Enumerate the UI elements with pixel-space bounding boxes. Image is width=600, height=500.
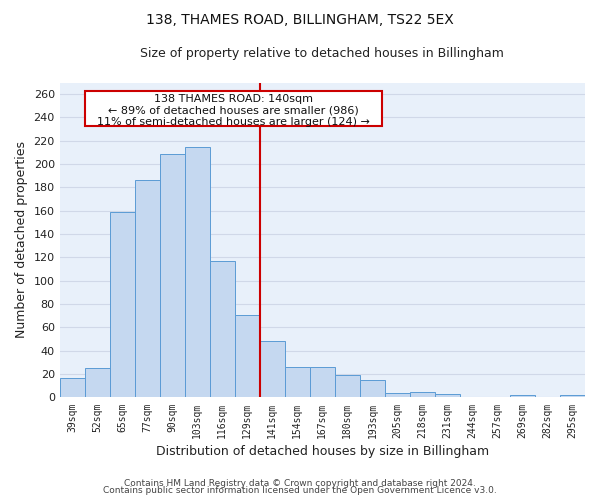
- Bar: [435, 394, 460, 398]
- Bar: [360, 380, 385, 398]
- Bar: [59, 378, 85, 398]
- Bar: [110, 212, 135, 398]
- Bar: [210, 261, 235, 398]
- Text: 138 THAMES ROAD: 140sqm: 138 THAMES ROAD: 140sqm: [154, 94, 313, 104]
- Bar: [135, 180, 160, 398]
- Text: ← 89% of detached houses are smaller (986): ← 89% of detached houses are smaller (98…: [108, 106, 359, 116]
- Bar: [560, 395, 585, 398]
- Bar: [510, 395, 535, 398]
- Bar: [410, 392, 435, 398]
- Bar: [385, 393, 410, 398]
- Text: Contains public sector information licensed under the Open Government Licence v3: Contains public sector information licen…: [103, 486, 497, 495]
- Bar: [285, 367, 310, 398]
- Text: Contains HM Land Registry data © Crown copyright and database right 2024.: Contains HM Land Registry data © Crown c…: [124, 478, 476, 488]
- Bar: [85, 368, 110, 398]
- Bar: [85, 90, 382, 126]
- Title: Size of property relative to detached houses in Billingham: Size of property relative to detached ho…: [140, 48, 504, 60]
- Text: 11% of semi-detached houses are larger (124) →: 11% of semi-detached houses are larger (…: [97, 118, 370, 128]
- Bar: [235, 314, 260, 398]
- Text: 138, THAMES ROAD, BILLINGHAM, TS22 5EX: 138, THAMES ROAD, BILLINGHAM, TS22 5EX: [146, 12, 454, 26]
- X-axis label: Distribution of detached houses by size in Billingham: Distribution of detached houses by size …: [156, 444, 489, 458]
- Bar: [160, 154, 185, 398]
- Bar: [260, 342, 285, 398]
- Bar: [310, 367, 335, 398]
- Y-axis label: Number of detached properties: Number of detached properties: [15, 142, 28, 338]
- Bar: [185, 146, 210, 398]
- Bar: [335, 376, 360, 398]
